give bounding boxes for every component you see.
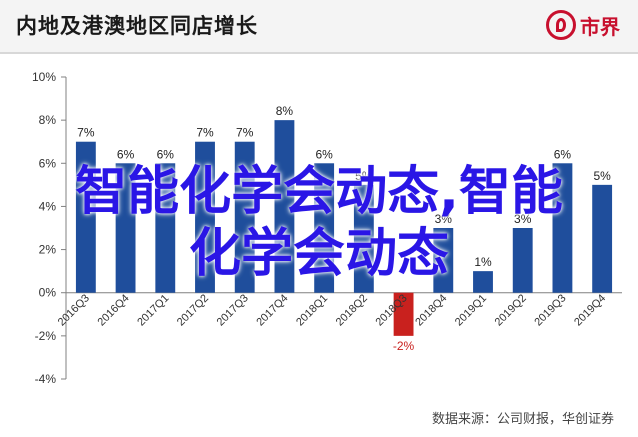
x-tick-label: 2016Q4 xyxy=(96,292,132,328)
bar xyxy=(274,120,295,293)
data-source: 数据来源：公司财报，华创证券 xyxy=(431,412,614,427)
x-tick-label: 2017Q4 xyxy=(254,292,290,328)
bar xyxy=(552,163,573,293)
y-tick-label: 6% xyxy=(39,156,57,170)
logo-icon xyxy=(546,10,576,40)
data-label: 6% xyxy=(157,147,175,161)
logo-text: 市界 xyxy=(580,14,620,39)
bar xyxy=(115,163,136,293)
bar xyxy=(234,141,255,293)
x-tick-label: 2018Q4 xyxy=(413,292,449,328)
y-tick-label: -4% xyxy=(35,372,57,386)
data-label: 3% xyxy=(435,212,453,226)
x-tick-label: 2016Q3 xyxy=(56,292,92,328)
x-tick-label: 2017Q2 xyxy=(175,292,211,328)
data-label: 7% xyxy=(196,126,214,140)
x-tick-label: 2019Q2 xyxy=(493,292,529,328)
data-label: 8% xyxy=(276,104,294,118)
x-tick-label: 2017Q3 xyxy=(215,292,251,328)
bar-chart: 10% 8% 6% 4% 2% 0% -2% -4% 7% 2016Q3 6% 2016Q4 6% 201… xyxy=(32,70,622,386)
y-tick-label: 10% xyxy=(32,70,56,84)
y-tick-label: 0% xyxy=(39,286,57,300)
x-tick-label: 2018Q1 xyxy=(294,292,330,328)
chart-title: 内地及港澳地区同店增长 xyxy=(16,14,258,38)
x-tick-label: 2018Q2 xyxy=(334,292,370,328)
y-tick-label: 8% xyxy=(39,113,57,127)
y-tick-label: 2% xyxy=(39,243,57,257)
chart-header: 内地及港澳地区同店增长 市界 xyxy=(0,0,638,54)
x-tick-label: 2017Q1 xyxy=(135,292,171,328)
data-label: 3% xyxy=(514,212,532,226)
x-tick-label: 2019Q1 xyxy=(453,292,489,328)
bar xyxy=(433,228,454,293)
bar xyxy=(393,292,414,336)
data-label: 7% xyxy=(236,126,254,140)
y-tick-label: 4% xyxy=(39,199,57,213)
bar xyxy=(75,141,96,293)
bar xyxy=(353,184,374,293)
data-label: -2% xyxy=(393,339,415,353)
data-label: 7% xyxy=(77,126,95,140)
watermark-text-line2: 化学会动态 xyxy=(188,224,449,284)
data-label: 5% xyxy=(593,169,611,183)
data-label: 6% xyxy=(554,147,572,161)
data-label: 1% xyxy=(474,255,492,269)
bar xyxy=(592,184,613,293)
brand-logo: 市界 xyxy=(546,9,620,41)
x-tick-label: 2019Q4 xyxy=(572,292,608,328)
x-tick-label: 2019Q3 xyxy=(532,292,568,328)
y-tick-label: -2% xyxy=(35,329,57,343)
data-label: 6% xyxy=(117,147,135,161)
bar xyxy=(473,271,493,293)
bar xyxy=(314,163,335,293)
bar xyxy=(512,228,533,293)
data-label: 5% xyxy=(355,169,373,183)
bar xyxy=(155,163,176,293)
bar xyxy=(195,141,215,293)
watermark-text-line1: 智能化学会动态,智能 xyxy=(75,162,563,222)
data-label: 6% xyxy=(315,147,333,161)
chart-area: 10% 8% 6% 4% 2% 0% -2% -4% 7% 2016Q3 6% 2016Q4 6% 201… xyxy=(0,56,638,401)
